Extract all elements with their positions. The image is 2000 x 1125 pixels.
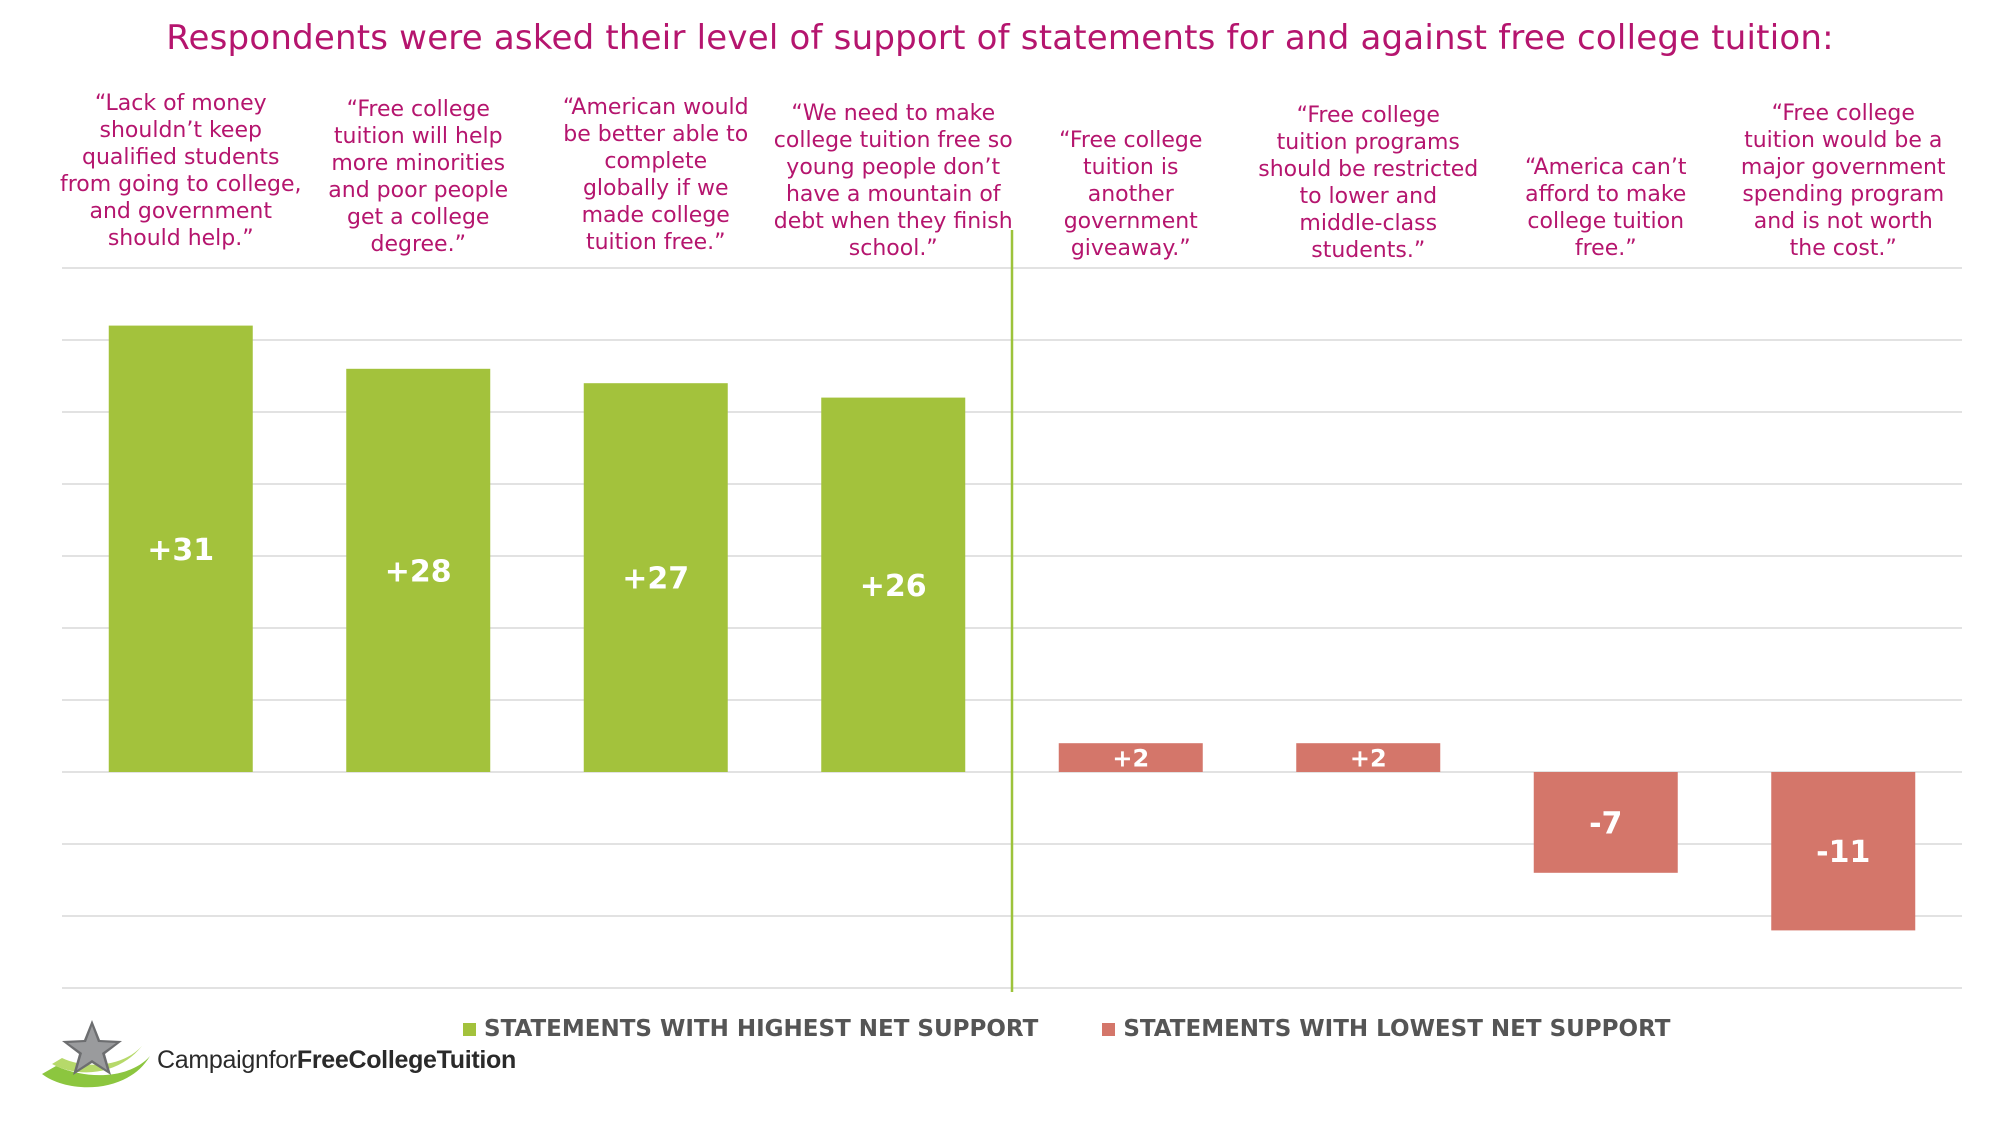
category-label-8: “Free college tuition would be a major g… <box>1740 101 1946 261</box>
logo-text-for: for <box>268 1046 298 1074</box>
logo-wordmark: CampaignforFreeCollegeTuition <box>157 1046 516 1075</box>
data-label-1: +31 <box>147 533 214 568</box>
bar-5 <box>1058 743 1203 772</box>
legend-label-low: STATEMENTS WITH LOWEST NET SUPPORT <box>1123 1016 1671 1042</box>
category-label-4: “We need to make college tuition free so… <box>773 101 1013 261</box>
bar-6 <box>1296 743 1441 772</box>
legend-label-high: STATEMENTS WITH HIGHEST NET SUPPORT <box>484 1016 1039 1042</box>
category-label-7: “America can’t afford to make college tu… <box>1525 155 1687 261</box>
data-label-3: +27 <box>622 562 689 597</box>
bar-2 <box>346 368 491 772</box>
bar-3 <box>583 383 728 772</box>
data-label-5: +2 <box>1112 745 1149 773</box>
category-label-6: “Free college tuition programs should be… <box>1258 103 1479 263</box>
category-label-3: “American would be better able to comple… <box>562 95 749 255</box>
data-label-2: +28 <box>385 554 452 589</box>
data-label-4: +26 <box>860 569 927 604</box>
legend-swatch-low <box>1102 1022 1116 1036</box>
category-label-1: “Lack of money shouldn’t keep qualified … <box>59 91 302 251</box>
category-label-5: “Free college tuition is another governm… <box>1059 128 1203 261</box>
bar-4 <box>821 397 966 772</box>
bar-1 <box>108 325 253 772</box>
category-label-2: “Free college tuition will help more min… <box>328 97 509 257</box>
legend-item-low: STATEMENTS WITH LOWEST NET SUPPORT <box>1102 1016 1670 1042</box>
logo-text-campaign: Campaign <box>157 1046 269 1074</box>
bar-8 <box>1771 772 1916 931</box>
bar-7 <box>1533 772 1678 873</box>
data-label-8: -11 <box>1816 835 1870 870</box>
legend-swatch-high <box>463 1022 476 1036</box>
bars <box>108 325 1916 931</box>
legend-item-high: STATEMENTS WITH HIGHEST NET SUPPORT <box>463 1016 1038 1042</box>
chart-title: Respondents were asked their level of su… <box>166 18 1834 58</box>
data-label-7: -7 <box>1589 806 1622 841</box>
legend: STATEMENTS WITH HIGHEST NET SUPPORT STAT… <box>463 1014 1670 1044</box>
campaign-logo-icon <box>42 1020 150 1088</box>
data-label-6: +2 <box>1350 745 1387 773</box>
logo-text-name: FreeCollegeTuition <box>296 1046 516 1074</box>
value-labels: +31 +28 +27 +26 +2 +2 -7 -11 <box>147 533 1870 870</box>
